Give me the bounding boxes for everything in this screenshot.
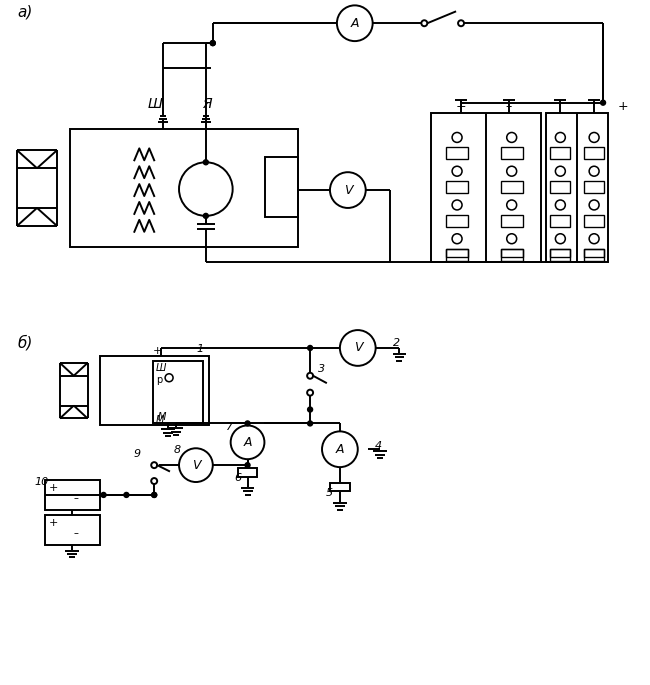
Bar: [446, 249, 468, 257]
Text: б): б): [17, 335, 32, 351]
Bar: [500, 147, 523, 160]
Circle shape: [307, 407, 313, 412]
Text: М: М: [158, 412, 166, 423]
Text: М: М: [156, 415, 164, 425]
Text: 2: 2: [393, 338, 400, 348]
Bar: [330, 482, 350, 491]
Text: A: A: [335, 443, 344, 456]
Text: Ш: Ш: [156, 363, 166, 373]
Text: 10: 10: [34, 477, 48, 487]
Bar: [500, 249, 523, 260]
Bar: [446, 215, 468, 227]
Text: 5: 5: [326, 488, 333, 498]
Circle shape: [151, 493, 157, 497]
Text: р: р: [156, 375, 162, 385]
Bar: [45, 515, 99, 545]
Bar: [584, 181, 604, 193]
Bar: [153, 361, 203, 423]
Text: A: A: [350, 16, 359, 29]
Bar: [500, 181, 523, 193]
Text: 3: 3: [318, 364, 325, 374]
Circle shape: [203, 160, 208, 165]
Bar: [584, 147, 604, 160]
Bar: [500, 249, 523, 257]
Text: +: +: [49, 518, 58, 527]
Bar: [551, 147, 570, 160]
Bar: [584, 215, 604, 227]
Circle shape: [211, 40, 215, 46]
Circle shape: [211, 40, 215, 46]
Bar: [551, 249, 570, 260]
Circle shape: [203, 214, 208, 219]
Text: +: +: [456, 99, 466, 112]
Circle shape: [307, 421, 313, 426]
Text: 8: 8: [174, 445, 181, 456]
Bar: [238, 468, 257, 477]
Bar: [584, 249, 604, 257]
Bar: [70, 129, 298, 247]
Bar: [446, 181, 468, 193]
Bar: [584, 249, 604, 260]
Circle shape: [245, 421, 250, 426]
Bar: [551, 215, 570, 227]
Text: 9: 9: [133, 449, 140, 459]
Text: V: V: [192, 459, 200, 472]
Bar: [45, 480, 99, 510]
Bar: [265, 158, 298, 217]
Text: –: –: [73, 527, 79, 538]
Text: –: –: [506, 99, 512, 112]
Circle shape: [124, 493, 129, 497]
Text: Я: Я: [202, 97, 211, 111]
Circle shape: [245, 462, 250, 468]
Bar: [551, 181, 570, 193]
Text: V: V: [354, 341, 362, 354]
Bar: [551, 249, 570, 257]
Text: +: +: [153, 346, 162, 356]
Circle shape: [601, 100, 606, 105]
Text: +: +: [49, 483, 58, 493]
Bar: [446, 249, 468, 260]
Text: 6: 6: [235, 473, 242, 483]
Text: 7: 7: [226, 423, 233, 432]
Bar: [446, 147, 468, 160]
Circle shape: [151, 493, 157, 497]
Text: V: V: [344, 184, 352, 197]
Circle shape: [101, 493, 106, 497]
Bar: [500, 215, 523, 227]
Text: Ш: Ш: [148, 97, 162, 111]
Bar: [431, 112, 541, 262]
Text: A: A: [243, 436, 252, 449]
Bar: [99, 356, 209, 425]
Text: а): а): [17, 4, 32, 19]
Text: 1: 1: [197, 344, 204, 354]
Text: 4: 4: [374, 441, 382, 451]
Circle shape: [307, 345, 313, 351]
Bar: [547, 112, 608, 262]
Text: +: +: [618, 99, 628, 112]
Text: –: –: [73, 493, 79, 503]
